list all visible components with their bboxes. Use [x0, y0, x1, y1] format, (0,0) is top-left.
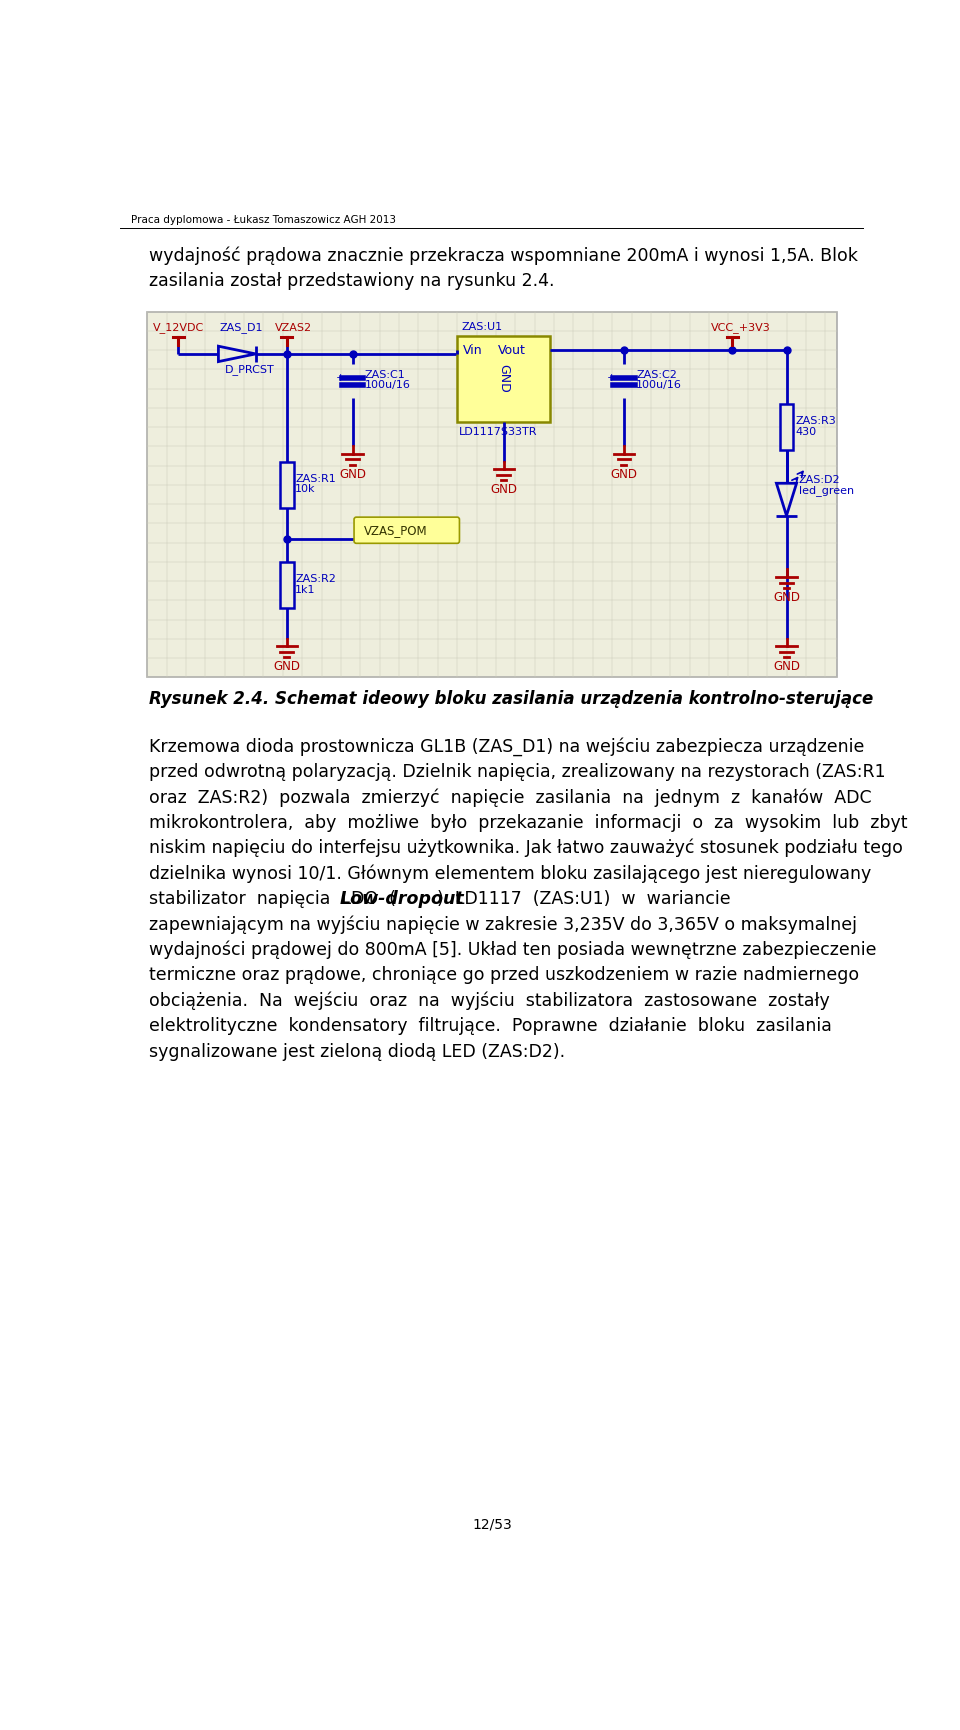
Text: GND: GND — [497, 363, 510, 393]
Text: ZAS:R1: ZAS:R1 — [295, 474, 336, 484]
Text: Praca dyplomowa - Łukasz Tomaszowicz AGH 2013: Praca dyplomowa - Łukasz Tomaszowicz AGH… — [131, 215, 396, 225]
Text: 12/53: 12/53 — [472, 1517, 512, 1531]
Text: 10k: 10k — [295, 484, 316, 495]
Text: Krzemowa dioda prostownicza GL1B (ZAS_D1) na wejściu zabezpiecza urządzenie: Krzemowa dioda prostownicza GL1B (ZAS_D1… — [149, 737, 864, 756]
Bar — [147, 311, 837, 678]
Text: sygnalizowane jest zieloną diodą LED (ZAS:D2).: sygnalizowane jest zieloną diodą LED (ZA… — [149, 1043, 564, 1060]
Text: ZAS:R3: ZAS:R3 — [795, 415, 836, 426]
Text: Vout: Vout — [498, 344, 526, 356]
Text: niskim napięciu do interfejsu użytkownika. Jak łatwo zauważyć stosunek podziału : niskim napięciu do interfejsu użytkownik… — [149, 839, 902, 858]
Text: ZAS_D1: ZAS_D1 — [219, 322, 263, 334]
Text: mikrokontrolera,  aby  możliwe  było  przekazanie  informacji  o  za  wysokim  l: mikrokontrolera, aby możliwe było przeka… — [149, 813, 907, 832]
Text: elektrolityczne  kondensatory  filtrujące.  Poprawne  działanie  bloku  zasilani: elektrolityczne kondensatory filtrujące.… — [149, 1017, 831, 1035]
Text: Low-dropout: Low-dropout — [340, 889, 465, 908]
Text: Rysunek 2.4. Schemat ideowy bloku zasilania urządzenia kontrolno-sterujące: Rysunek 2.4. Schemat ideowy bloku zasila… — [149, 690, 873, 708]
Text: V_12VDC: V_12VDC — [153, 322, 204, 334]
Text: VZAS2: VZAS2 — [275, 324, 312, 332]
Text: zasilania został przedstawiony na rysunku 2.4.: zasilania został przedstawiony na rysunk… — [149, 272, 554, 289]
Bar — [457, 336, 550, 422]
Bar — [279, 462, 294, 509]
Text: ZAS:C2: ZAS:C2 — [636, 370, 677, 379]
Bar — [780, 403, 794, 450]
Text: obciążenia.  Na  wejściu  oraz  na  wyjściu  stabilizatora  zastosowane  zostały: obciążenia. Na wejściu oraz na wyjściu s… — [149, 991, 829, 1010]
Text: 100u/16: 100u/16 — [636, 381, 682, 391]
Text: ZAS:C1: ZAS:C1 — [365, 370, 406, 379]
Text: wydajności prądowej do 800mA [5]. Układ ten posiada wewnętrzne zabezpieczenie: wydajności prądowej do 800mA [5]. Układ … — [149, 941, 876, 958]
Text: 430: 430 — [795, 427, 816, 436]
Text: 100u/16: 100u/16 — [365, 381, 411, 391]
Text: zapewniającym na wyjściu napięcie w zakresie 3,235V do 3,365V o maksymalnej: zapewniającym na wyjściu napięcie w zakr… — [149, 915, 856, 934]
Bar — [279, 562, 294, 607]
Text: GND: GND — [611, 467, 637, 481]
Text: )  LD1117  (ZAS:U1)  w  wariancie: ) LD1117 (ZAS:U1) w wariancie — [437, 889, 731, 908]
Text: przed odwrotną polaryzacją. Dzielnik napięcia, zrealizowany na rezystorach (ZAS:: przed odwrotną polaryzacją. Dzielnik nap… — [149, 763, 885, 780]
Text: ZAS:U1: ZAS:U1 — [461, 322, 502, 332]
Text: ZAS:R2: ZAS:R2 — [295, 574, 336, 583]
Text: oraz  ZAS:R2)  pozwala  zmierzyć  napięcie  zasilania  na  jednym  z  kanałów  A: oraz ZAS:R2) pozwala zmierzyć napięcie z… — [149, 789, 872, 806]
FancyBboxPatch shape — [354, 517, 460, 543]
Text: termiczne oraz prądowe, chroniące go przed uszkodzeniem w razie nadmiernego: termiczne oraz prądowe, chroniące go prz… — [149, 967, 859, 984]
Text: led_green: led_green — [799, 486, 854, 497]
Text: +: + — [607, 372, 616, 382]
Text: Vin: Vin — [464, 344, 483, 356]
Text: stabilizator  napięcia  LDO  (: stabilizator napięcia LDO ( — [149, 889, 396, 908]
Text: VZAS_POM: VZAS_POM — [364, 524, 428, 538]
Text: GND: GND — [339, 467, 366, 481]
Text: +: + — [335, 372, 345, 382]
Text: 1k1: 1k1 — [295, 585, 316, 595]
Text: VCC_+3V3: VCC_+3V3 — [710, 322, 770, 334]
Text: GND: GND — [773, 661, 800, 673]
Text: LD1117S33TR: LD1117S33TR — [459, 427, 538, 438]
Text: GND: GND — [491, 483, 517, 497]
Text: dzielnika wynosi 10/1. Głównym elementem bloku zasilającego jest nieregulowany: dzielnika wynosi 10/1. Głównym elementem… — [149, 865, 871, 882]
Text: GND: GND — [274, 661, 300, 673]
Text: D_PRCST: D_PRCST — [225, 363, 275, 375]
Text: wydajność prądowa znacznie przekracza wspomniane 200mA i wynosi 1,5A. Blok: wydajność prądowa znacznie przekracza ws… — [149, 247, 857, 265]
Text: ZAS:D2: ZAS:D2 — [799, 476, 841, 484]
Text: GND: GND — [773, 590, 800, 604]
